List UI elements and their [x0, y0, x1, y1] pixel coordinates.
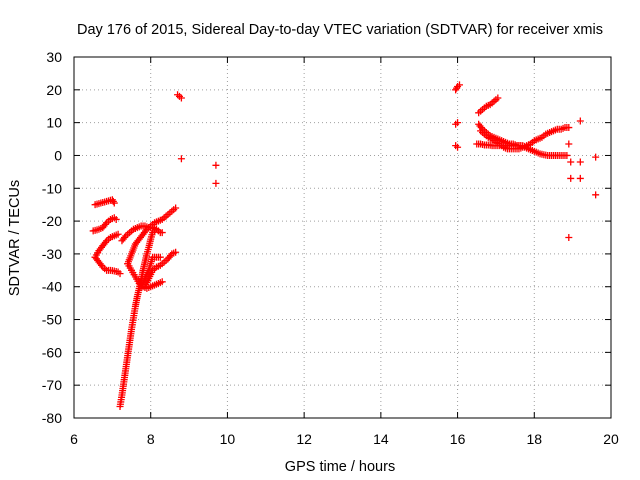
data-point [592, 153, 600, 161]
data-point [151, 227, 159, 235]
y-tick-label: 20 [46, 82, 62, 98]
data-point [177, 94, 185, 102]
y-tick-label: -60 [42, 344, 62, 360]
x-tick-label: 10 [220, 431, 236, 447]
data-point [101, 220, 109, 228]
y-axis-label: SDTVAR / TECUs [7, 180, 23, 296]
y-tick-label: -30 [42, 246, 62, 262]
y-tick-labels: -80 -70 -60 -50 -40 -30 -20 -10 0 10 20 30 [42, 49, 62, 426]
x-tick-label: 8 [147, 431, 155, 447]
data-point [114, 230, 122, 238]
data-point [172, 248, 180, 256]
y-tick-label: 0 [54, 147, 62, 163]
data-point [121, 234, 129, 241]
data-point [112, 215, 120, 223]
data-point [142, 227, 150, 235]
data-point [110, 199, 118, 207]
data-point [454, 119, 462, 127]
data-point [101, 238, 109, 246]
data-point [109, 197, 117, 205]
data-point [455, 81, 463, 89]
data-point [212, 179, 220, 187]
data-points [89, 81, 600, 411]
data-point [177, 155, 185, 163]
x-tick-label: 20 [603, 431, 619, 447]
y-tick-label: 10 [46, 115, 62, 131]
data-point [565, 234, 573, 241]
y-tick-label: 30 [46, 49, 62, 65]
data-point [565, 140, 573, 148]
y-tick-label: -80 [42, 410, 62, 426]
y-tick-label: -50 [42, 312, 62, 328]
data-point [116, 270, 124, 278]
data-point [212, 161, 220, 169]
x-tick-label: 6 [70, 431, 78, 447]
grid-lines [74, 57, 611, 418]
data-point [565, 124, 573, 132]
data-point [567, 158, 575, 166]
x-tick-label: 12 [296, 431, 312, 447]
y-tick-label: -70 [42, 377, 62, 393]
data-point [158, 229, 166, 237]
data-point [576, 117, 584, 125]
data-point [172, 204, 180, 212]
data-point [576, 158, 584, 166]
x-tick-labels: 6 8 10 12 14 16 18 20 [70, 431, 619, 447]
data-point [494, 94, 502, 102]
data-point [567, 174, 575, 182]
data-point [576, 174, 584, 182]
x-tick-label: 14 [373, 431, 389, 447]
data-point [97, 261, 105, 269]
data-point [156, 253, 164, 261]
data-point [158, 278, 166, 286]
y-tick-label: -20 [42, 213, 62, 229]
x-tick-label: 18 [526, 431, 542, 447]
x-tick-label: 16 [450, 431, 466, 447]
data-point [519, 142, 527, 150]
data-point [592, 191, 600, 199]
x-axis-label: GPS time / hours [285, 459, 395, 475]
y-tick-label: -40 [42, 279, 62, 295]
chart-title: Day 176 of 2015, Sidereal Day-to-day VTE… [77, 22, 603, 38]
data-point [563, 151, 571, 159]
data-point [454, 143, 462, 151]
y-tick-label: -10 [42, 180, 62, 196]
plot-frame [73, 56, 612, 419]
